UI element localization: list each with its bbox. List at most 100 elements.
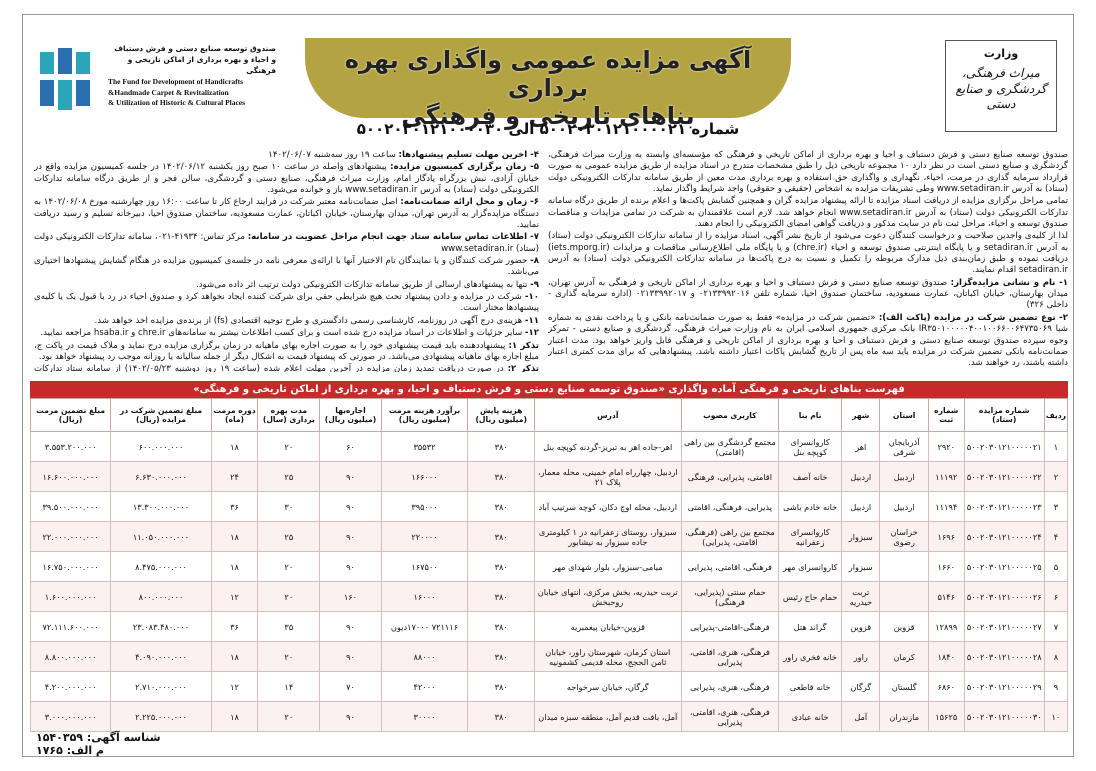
table-cell: ۳۹۵۰۰۰ [380,491,469,522]
table-cell: گرگان، خیابان سرخواجه [533,671,682,702]
table-cell: ۱۶۶۰۰۰ [380,461,469,492]
item-label: ۴- آخرین مهلت تسلیم پیشنهادها: [398,150,539,160]
table-cell: ۵۰۰۲۰۳۰۱۲۱۰۰۰۰۰۲۷ [963,611,1045,642]
table-cell: آمل [841,701,881,732]
paragraph: لذا از کلیه‌ی واجدین صلاحیت و درخواست کن… [548,231,1068,276]
table-cell: ۹ [1043,671,1069,702]
table-cell: گلستان [879,671,929,702]
header-row: ردیف شماره مزایده (ستاد) شماره ثبت استان شهر… [29,398,1069,432]
left-column: ۴- آخرین مهلت تسلیم پیشنهادها: ساعت ۱۹ ر… [34,150,539,372]
table-cell: اقامتی، پذیرایی، فرهنگی [680,461,780,492]
footer: شناسه آگهی: ۱۵۴۰۳۵۹ م الف: ۱۷۶۵ [36,731,161,757]
item-text: در صورت دریافت تمدید زمان مزایده در آخری… [34,364,504,372]
item-text: حضور شرکت کنندگان و یا نمایندگان تام الا… [34,256,539,278]
table-caption: فهرست بناهای تاریخی و فرهنگی آماده واگذا… [30,381,1068,398]
table-cell: ۳۶ [210,491,259,522]
item-text: پیشنهاددهنده باید قیمت پیشنهادی خود را ب… [34,340,539,362]
table-cell: ۲۰ [257,551,321,582]
column-header: شماره ثبت [927,398,965,432]
table-cell: ۱۳.۳۰۰.۰۰۰.۰۰۰ [110,491,212,522]
table-cell: خانه آصف [778,461,843,492]
item: ۸- حضور شرکت کنندگان و یا نمایندگان تام … [34,256,539,279]
table-row: ۸ ۵۰۰۲۰۳۰۱۲۱۰۰۰۰۰۲۸ ۱۸۴۰ کرمان راور خانه فخری… [29,641,1069,672]
table-cell: ۷۲۱۱۱۶ ۱۷۰۰۰دیون [380,611,469,642]
table-row: ۲ ۵۰۰۲۰۳۰۱۲۱۰۰۰۰۰۲۲ ۱۱۱۹۲ اردبیل اردبیل خانه … [29,461,1069,492]
table-cell: ۶ [1043,581,1069,612]
table-cell: خراسان رضوی [879,521,929,552]
table-cell: گرگان [841,671,881,702]
column-header: دوره مرمت (ماه) [210,398,259,432]
item: تذکر ۱: پیشنهاددهنده باید قیمت پیشنهادی … [34,341,539,364]
table-wrap: فهرست بناهای تاریخی و فرهنگی آماده واگذا… [29,381,1069,732]
table-cell: اردبیل [841,461,881,492]
table-body: ۱ ۵۰۰۲۰۳۰۱۲۱۰۰۰۰۰۲۱ ۲۹۲۰ آذربایجان شرقی اهر ک… [29,431,1069,732]
table-cell: سبزوار، روستای زعفرانیه در ۱ کیلومتری جا… [533,521,682,552]
item-text: اصل ضمانت‌نامه معتبر شرکت در فرایند ارجا… [34,197,539,231]
table-cell: ۶.۶۳۰.۰۰۰.۰۰۰ [110,461,212,492]
table-row: ۵ ۵۰۰۲۰۳۰۱۲۱۰۰۰۰۰۲۵ ۱۶۶۰ سبزوار کاروانسرای م… [29,551,1069,582]
item: ۹- تنها به پیشنهادهای ارسالی از طریق سام… [34,280,539,291]
table-cell: قزوین [879,611,929,642]
table-cell: ۹۰ [319,491,382,522]
item: ۷- اطلاعات تماس سامانه ستاد جهت انجام مر… [34,232,539,255]
table-cell: فرهنگی-اقامتی-پذیرایی [680,611,780,642]
table-cell: ۵۰۰۲۰۳۰۱۲۱۰۰۰۰۰۲۱ [963,431,1045,462]
item: ۱۲- سایر جزئیات و اطلاعات در اسناد مزاید… [34,328,539,339]
table-cell: ۶۰ [319,431,382,462]
table: فهرست بناهای تاریخی و فرهنگی آماده واگذا… [29,381,1069,732]
table-cell: سبزوار [841,551,881,582]
table-cell: ۵۰۰۲۰۳۰۱۲۱۰۰۰۰۰۲۲ [963,461,1045,492]
item-text: صندوق توسعه صنایع دستی و فرش دستباف و اح… [548,277,1068,311]
table-cell: ۹۰ [319,701,382,732]
table-cell: ۷۲.۱۱۱.۶۰۰.۰۰۰ [29,611,112,642]
table-cell: ۲۰ [257,641,321,672]
table-cell: خانه خادم باشی [778,491,843,522]
table-cell: ۱۲ [210,581,259,612]
table-cell [879,581,929,612]
item-text: «تضمین شرکت در مزایده» فقط به صورت ضمانت… [548,312,1068,369]
table-cell: ۲۴ [210,461,259,492]
table-cell: ۳۸۰ [467,641,535,672]
auction-number: شماره ۵۰۰۲۰۳۰۱۲۱۰۰۰۰۲۱ الی ۵۰۰۲۰۳۰۱۲۱۰۰۰… [356,120,740,138]
item-label: ۱۰- [524,292,539,303]
title: آگهی مزایده عمومی واگذاری بهره برداری [344,46,752,102]
table-cell: ۵۰۰۲۰۳۰۱۲۱۰۰۰۰۰۲۳ [963,491,1045,522]
table-cell: ۸.۴۷۵.۰۰۰.۰۰۰ [110,551,212,582]
item-label: ۱۲- [524,328,539,339]
table-cell: ۳۸۰ [467,701,535,732]
table-cell: ۴ [1043,521,1069,552]
table-cell: خانه فخری راور [778,641,843,672]
item-text: هزینه‌ی درج آگهی در روزنامه، کارشناسی رس… [94,315,525,326]
table-cell: ۱۸ [210,551,259,582]
table-cell: سبزوار [841,521,881,552]
table-cell: میامی-سبزوار، بلوار شهدای مهر [533,551,682,582]
table-cell: ۱۶.۷۵۰.۰۰۰.۰۰۰ [29,551,112,582]
item: ۱- نام و نشانی مزایده‌گزار: صندوق توسعه … [548,278,1068,312]
column-header: مدت بهره برداری (سال) [257,398,321,432]
column-header: برآورد هزینه مرمت (میلیون ریال) [380,398,469,432]
table-cell: کرمان [879,641,929,672]
table-cell: قزوین [841,611,881,642]
ad-ref: م الف: ۱۷۶۵ [36,744,104,757]
table-cell: ۵۰۰۲۰۳۰۱۲۱۰۰۰۰۰۲۹ [963,671,1045,702]
table-cell: ۲۵ [257,461,321,492]
table-cell: ۱۶۹۶ [927,521,965,552]
table-row: ۴ ۵۰۰۲۰۳۰۱۲۱۰۰۰۰۰۲۴ ۱۶۹۶ خراسان رضوی سبزوار ک… [29,521,1069,552]
table-cell: ۲۲۰۰۰۰ [380,521,469,552]
table-cell: خانه قاطعی [778,671,843,702]
item-text: شرکت در مزایده و دادن پیشنهاد تحت هیچ شر… [34,292,539,314]
table-cell: ۱۱۱۹۴ [927,491,965,522]
item: ۵- زمان برگزاری کمیسیون مزایده: پیشنهاده… [34,162,539,196]
table-cell: ۱۱۱۹۲ [927,461,965,492]
item-text: مرکز تماس: ۴۱۹۳۴-۰۲۱، سامانه تدارکات الک… [34,232,539,254]
table-cell: ۹۰ [319,461,382,492]
item-label: ۸- [530,256,539,267]
table-row: ۶ ۵۰۰۲۰۳۰۱۲۱۰۰۰۰۰۲۶ ۵۱۴۶ تربت حیدریه حمام حا… [29,581,1069,612]
table-cell: ۵۰۰۲۰۳۰۱۲۱۰۰۰۰۰۲۸ [963,641,1045,672]
column-header: هزینه پایش (میلیون ریال) [467,398,535,432]
column-header: استان [879,398,929,432]
column-header: شماره مزایده (ستاد) [963,398,1045,432]
item-label: ۹- [530,279,539,290]
column-header: آدرس [533,398,682,432]
table-cell: فرهنگی، اقامتی، پذیرایی [680,551,780,582]
